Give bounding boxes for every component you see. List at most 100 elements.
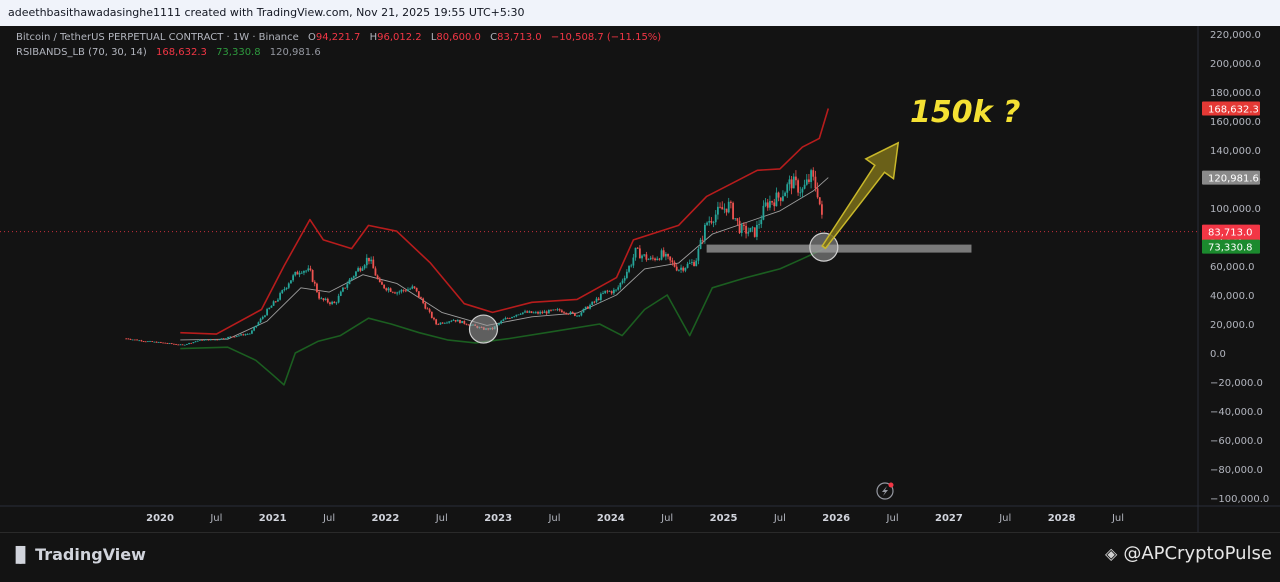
candle-body <box>194 341 197 343</box>
candle <box>170 343 173 345</box>
candle <box>411 284 414 290</box>
candle <box>534 310 537 314</box>
attribution-text: adeethbasithawadasinghe1111 created with… <box>8 6 525 19</box>
candle-body <box>743 224 745 226</box>
candle <box>385 287 388 292</box>
candle <box>363 264 366 270</box>
candle <box>205 339 208 341</box>
author-handle: ◈ @APCryptoPulse <box>1105 543 1272 564</box>
tradingview-logo[interactable]: ▐▌ TradingView <box>10 545 146 564</box>
candle-body <box>331 301 334 305</box>
candle <box>584 306 587 311</box>
candle-body <box>149 341 151 342</box>
candle-body <box>333 301 336 304</box>
candle <box>571 311 574 314</box>
candle-body <box>539 311 542 314</box>
candle <box>430 311 433 319</box>
candle-body <box>359 268 362 271</box>
x-tick-label: 2026 <box>822 513 850 524</box>
x-tick-label: Jul <box>209 513 222 524</box>
candle-body <box>205 339 208 341</box>
candle <box>660 248 663 261</box>
candle <box>753 227 756 238</box>
candle-body <box>803 184 806 189</box>
candle-body <box>537 312 539 314</box>
candle <box>563 310 565 314</box>
y-tick-label: −40,000.0 <box>1210 407 1263 418</box>
price-chart[interactable]: 220,000.0 200,000.0 180,000.0 160,000.0 140,… <box>0 26 1280 532</box>
candle <box>554 309 557 311</box>
candle-body <box>504 318 507 320</box>
candle-body <box>589 304 591 309</box>
candle <box>151 340 154 342</box>
candle-body <box>612 289 615 294</box>
candle <box>244 333 247 336</box>
candle-body <box>209 339 212 341</box>
candle-body <box>212 339 214 341</box>
candle <box>541 310 544 315</box>
candle-body <box>229 336 232 338</box>
candle-body <box>443 322 446 324</box>
candle-body <box>701 239 704 241</box>
candle-body <box>220 338 223 340</box>
candle <box>795 170 797 186</box>
candle-body <box>181 344 184 346</box>
y-tick-label: 60,000.0 <box>1210 262 1255 273</box>
candle-body <box>821 204 823 215</box>
candle-body <box>177 344 180 346</box>
candle-body <box>437 324 440 326</box>
candle <box>257 321 260 326</box>
candle <box>131 339 134 341</box>
candle <box>192 341 195 344</box>
candle <box>391 291 394 294</box>
candle-body <box>381 282 383 285</box>
candle-body <box>170 343 173 345</box>
candle <box>374 266 377 276</box>
high-value: 96,012.2 <box>377 32 422 43</box>
candle <box>461 320 464 324</box>
candle <box>465 323 468 326</box>
candle-body <box>339 291 342 296</box>
candle <box>368 257 370 265</box>
candle-body <box>591 301 594 305</box>
candle <box>519 312 522 315</box>
candle-body <box>131 339 134 341</box>
candle-body <box>736 218 739 221</box>
candle-body <box>623 277 626 281</box>
candle <box>164 342 167 344</box>
candle-body <box>567 313 570 315</box>
candle <box>125 338 128 340</box>
candle <box>279 291 282 301</box>
candle <box>320 296 323 300</box>
candle <box>155 341 158 343</box>
candle-body <box>309 268 312 271</box>
candle-body <box>576 315 578 317</box>
candle <box>703 222 706 244</box>
candle-body <box>274 301 277 303</box>
candle <box>805 174 808 186</box>
indicator-label: RSIBANDS_LB (70, 30, 14) <box>16 47 147 58</box>
candle-body <box>162 342 164 344</box>
candle <box>274 300 277 303</box>
candle <box>677 269 680 272</box>
candle-body <box>669 256 672 261</box>
candle-body <box>300 272 303 274</box>
candle-body <box>255 325 258 328</box>
candle <box>498 323 500 326</box>
candle-body <box>441 322 444 324</box>
candle-body <box>595 298 598 302</box>
candle <box>437 323 440 326</box>
target-annotation: 150k ? <box>910 95 1020 130</box>
candle-body <box>795 176 797 181</box>
low-label: L <box>430 32 437 43</box>
candle <box>723 203 726 214</box>
candle-body <box>712 222 715 223</box>
candle-body <box>786 184 789 193</box>
candle <box>337 293 340 304</box>
candle <box>799 186 802 198</box>
candle-body <box>415 287 418 292</box>
candle <box>287 282 290 290</box>
candle-body <box>348 279 351 285</box>
chart-area[interactable]: 220,000.0 200,000.0 180,000.0 160,000.0 140,… <box>0 26 1280 532</box>
candle <box>352 275 355 280</box>
